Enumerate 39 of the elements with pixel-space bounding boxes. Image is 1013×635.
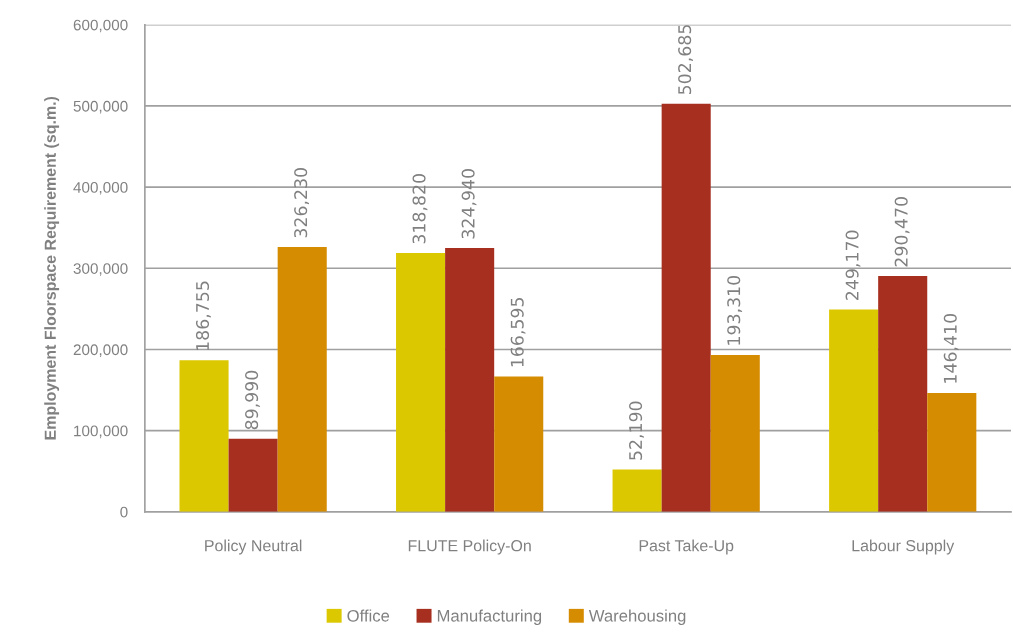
legend-label: Manufacturing xyxy=(437,609,542,625)
bar xyxy=(927,392,977,512)
bar xyxy=(228,438,278,512)
legend-label: Warehousing xyxy=(588,609,686,625)
bar xyxy=(612,469,662,512)
y-tick-label: 100,000 xyxy=(74,425,128,439)
x-tick-label: Policy Neutral xyxy=(205,539,302,555)
data-label: 249,170 xyxy=(845,230,861,300)
x-tick-label: FLUTE Policy-On xyxy=(408,539,531,555)
legend-label: Office xyxy=(347,609,390,622)
bar xyxy=(878,276,928,512)
data-label: 290,470 xyxy=(894,197,910,267)
bar xyxy=(494,376,544,512)
y-axis-title: Employment Floorspace Requirement (sq.m.) xyxy=(44,96,60,440)
bar xyxy=(277,247,327,512)
bar xyxy=(396,253,446,512)
data-label: 318,820 xyxy=(412,174,428,244)
y-tick-label: 400,000 xyxy=(73,181,128,195)
bar xyxy=(179,360,229,512)
data-label: 193,310 xyxy=(727,275,743,345)
data-label: 146,410 xyxy=(943,313,959,383)
y-tick-label: 600,000 xyxy=(73,19,128,33)
bar xyxy=(445,248,495,512)
bar xyxy=(829,309,879,512)
data-label: 89,990 xyxy=(245,370,260,430)
data-label: 324,940 xyxy=(461,169,477,239)
data-label: 166,595 xyxy=(510,297,526,367)
x-tick-label: Past Take-Up xyxy=(639,539,734,555)
y-tick-label: 0 xyxy=(120,506,128,518)
y-tick-label: 300,000 xyxy=(73,263,128,276)
bar xyxy=(661,103,711,512)
bar xyxy=(710,354,760,512)
data-label: 502,685 xyxy=(678,25,693,95)
data-label: 186,755 xyxy=(195,281,211,350)
y-tick-label: 200,000 xyxy=(73,344,128,357)
y-tick-label: 500,000 xyxy=(73,100,128,114)
data-label: 52,190 xyxy=(629,401,644,460)
data-label: 326,230 xyxy=(294,168,310,238)
x-tick-label: Labour Supply xyxy=(852,539,955,555)
